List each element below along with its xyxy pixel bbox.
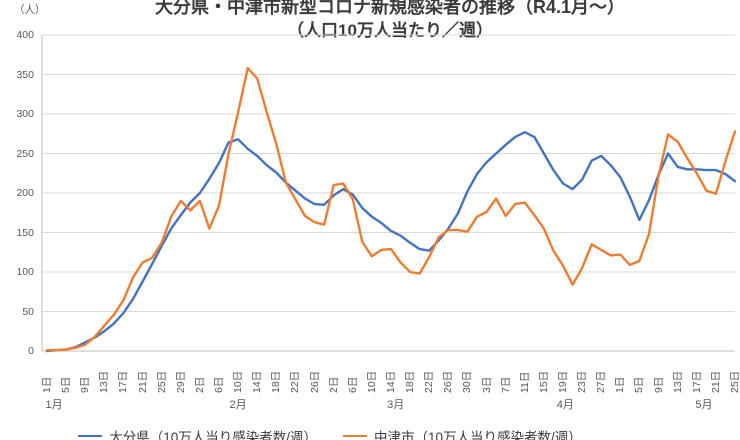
chart-title: 大分県・中津市新型コロナ新規感染者の推移（R4.1月～）	[154, 0, 626, 17]
x-tick-label: 18日	[270, 370, 283, 393]
x-tick-label: 22日	[423, 370, 436, 393]
x-tick-label: 15日	[537, 370, 550, 393]
y-tick-label: 200	[16, 187, 34, 199]
legend-line-swatch-nakatsu	[343, 434, 367, 438]
x-tick-label: 5日	[633, 376, 646, 393]
month-label: 2月	[229, 399, 247, 411]
x-tick-label: 5日	[60, 376, 73, 393]
x-tick-label: 26日	[308, 370, 321, 393]
x-tick-label: 11日	[518, 371, 531, 393]
x-tick-label: 2日	[193, 376, 206, 393]
x-tick-label: 17日	[117, 370, 130, 393]
x-tick-label: 3日	[480, 376, 493, 393]
x-tick-label: 1日	[614, 376, 627, 393]
x-tick-label: 1日	[41, 376, 53, 393]
y-tick-label: 50	[22, 305, 34, 318]
x-tick-label: 13日	[671, 370, 684, 393]
x-tick-label: 14日	[251, 370, 264, 393]
legend-item-oita: 大分県（10万人当り感染者数/週）	[78, 426, 317, 440]
x-tick-label: 6日	[346, 376, 359, 393]
y-tick-label: 150	[16, 226, 34, 239]
x-tick-label: 21日	[709, 370, 722, 393]
x-tick-label: 7日	[499, 376, 512, 393]
x-tick-label: 21日	[136, 370, 149, 393]
y-tick-label: 0	[28, 345, 34, 357]
x-tick-label: 9日	[652, 376, 665, 393]
month-label: 1月	[45, 399, 63, 411]
month-label: 5月	[695, 399, 713, 411]
x-tick-label: 18日	[404, 370, 417, 393]
month-label: 4月	[556, 399, 574, 411]
x-tick-label: 25日	[155, 370, 168, 393]
series-line-nakatsu	[45, 66, 737, 352]
x-tick-label: 10日	[232, 370, 245, 393]
x-tick-label: 2日	[327, 376, 340, 393]
x-tick-label: 23日	[576, 370, 589, 393]
plot-area	[41, 34, 737, 353]
legend: 大分県（10万人当り感染者数/週） 中津市（10万人当り感染者数/週）	[0, 426, 660, 440]
x-tick-label: 29日	[174, 370, 187, 393]
x-tick-label: 10日	[365, 370, 378, 393]
x-tick-label: 19日	[557, 370, 569, 393]
x-tick-label: 6日	[213, 376, 225, 393]
legend-item-nakatsu: 中津市（10万人当り感染者数/週）	[343, 426, 582, 440]
y-axis-unit-label: （人）	[14, 4, 46, 16]
y-tick-label: 400	[16, 29, 34, 41]
x-tick-label: 9日	[79, 376, 92, 393]
legend-label-oita: 大分県（10万人当り感染者数/週）	[109, 430, 317, 440]
x-tick-label: 27日	[595, 370, 608, 393]
legend-line-swatch-oita	[78, 434, 103, 438]
x-tick-label: 17日	[690, 370, 703, 393]
series-line-oita	[45, 130, 737, 353]
y-tick-label: 300	[16, 108, 34, 120]
x-tick-label: 22日	[289, 370, 302, 393]
legend-label-nakatsu: 中津市（10万人当り感染者数/週）	[374, 430, 582, 440]
y-tick-label: 100	[16, 266, 34, 278]
y-tick-label: 350	[16, 68, 34, 81]
x-tick-label: 25日	[729, 370, 740, 393]
month-label: 3月	[387, 399, 405, 411]
x-tick-label: 14日	[385, 370, 397, 393]
y-tick-label: 250	[16, 147, 34, 160]
x-tick-label: 26日	[442, 370, 455, 393]
x-tick-label: 13日	[98, 370, 111, 393]
x-tick-label: 30日	[461, 370, 474, 393]
